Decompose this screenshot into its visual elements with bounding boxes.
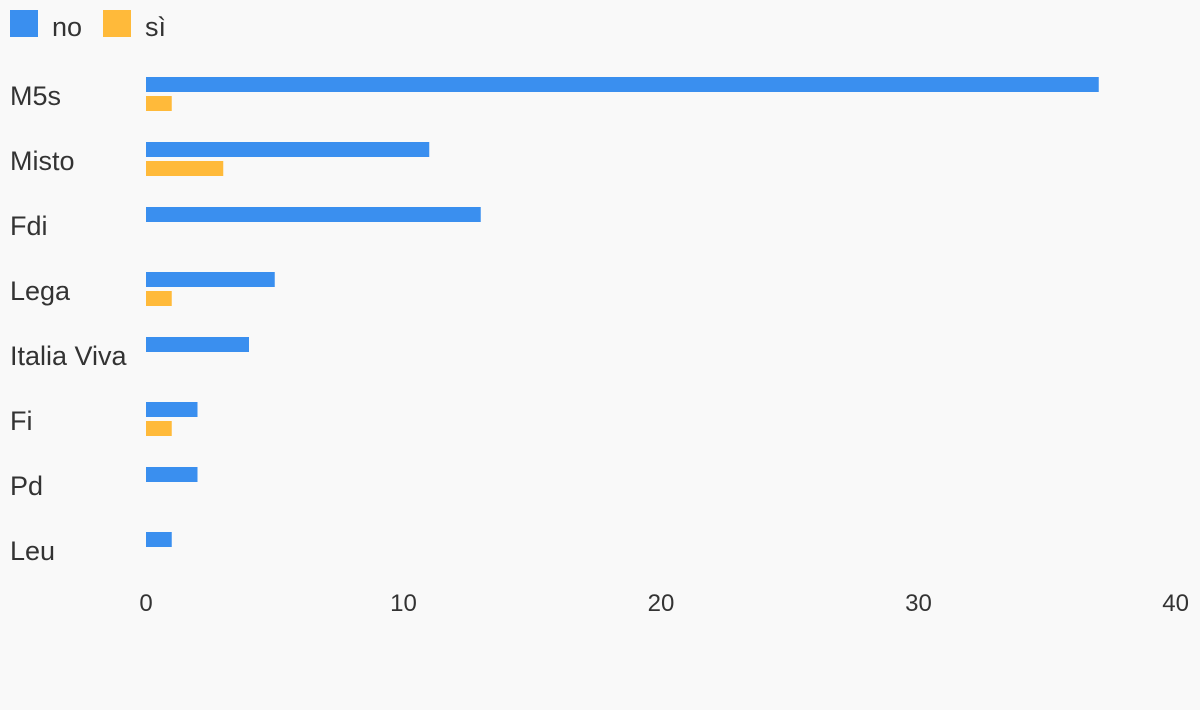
category-labels: M5s Misto Fdi Lega Italia Viva Fi Pd Leu (10, 81, 128, 566)
category-label-lega: Lega (10, 276, 71, 306)
bar-no-fi (146, 402, 198, 417)
bar-no-misto (146, 142, 430, 157)
bar-no-italia-viva (146, 337, 249, 352)
bar-si-fi (146, 421, 172, 436)
bar-no-m5s (146, 77, 1099, 92)
x-tick-label: 20 (648, 590, 675, 617)
x-tick-label: 0 (139, 590, 152, 617)
bar-no-fdi (146, 207, 481, 222)
legend-swatch-no (10, 10, 38, 37)
category-label-leu: Leu (10, 536, 55, 566)
category-label-misto: Misto (10, 146, 75, 176)
x-axis-ticks: 0 10 20 30 40 (139, 590, 1189, 617)
category-label-italia-viva: Italia Viva (10, 341, 128, 371)
category-label-fdi: Fdi (10, 211, 48, 241)
category-label-fi: Fi (10, 406, 33, 436)
category-label-pd: Pd (10, 471, 43, 501)
bar-si-misto (146, 161, 224, 176)
bar-no-pd (146, 467, 198, 482)
bar-si-m5s (146, 96, 172, 111)
bars (146, 77, 1099, 547)
category-label-m5s: M5s (10, 81, 61, 111)
bar-no-leu (146, 532, 172, 547)
bar-no-lega (146, 272, 275, 287)
legend-label-si: sì (145, 12, 166, 42)
bar-si-lega (146, 291, 172, 306)
x-tick-label: 10 (390, 590, 417, 617)
legend-swatch-si (103, 10, 131, 37)
legend: no sì (10, 10, 166, 42)
legend-label-no: no (52, 12, 82, 42)
x-tick-label: 30 (905, 590, 932, 617)
x-tick-label: 40 (1162, 590, 1189, 617)
